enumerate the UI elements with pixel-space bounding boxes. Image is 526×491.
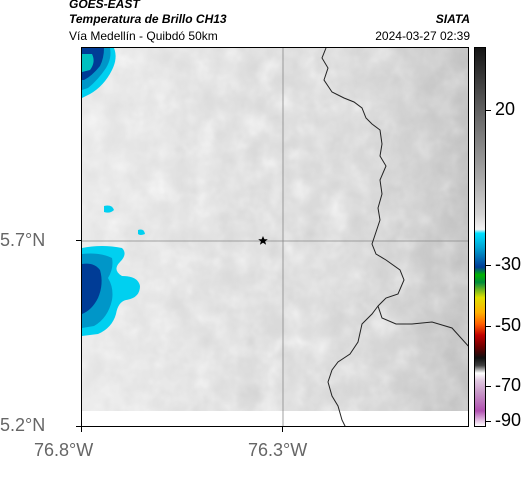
temperature-colorbar bbox=[474, 47, 486, 427]
y-tick-mark-5-7 bbox=[76, 240, 81, 241]
agency-label: SIATA bbox=[435, 12, 470, 26]
colorbar-tick-mark-neg70 bbox=[486, 386, 491, 387]
colorbar-tick-mark-neg30 bbox=[486, 265, 491, 266]
x-tick-mark-76-8 bbox=[81, 427, 82, 432]
cold-cloud-top-west bbox=[82, 205, 145, 336]
product-title: Temperatura de Brillo CH13 bbox=[69, 12, 227, 26]
y-tick-label-5-7: 5.7°N bbox=[0, 230, 46, 250]
satellite-title: GOES-EAST bbox=[69, 0, 140, 11]
colorbar-label-neg70: -70 bbox=[495, 375, 522, 395]
colorbar-label-neg50: -50 bbox=[495, 315, 522, 335]
y-tick-label-5-2: 5.2°N bbox=[0, 415, 46, 435]
boundary-line bbox=[321, 48, 468, 426]
x-tick-label-76-8: 76.8°W bbox=[34, 440, 94, 460]
brightness-temperature-field bbox=[82, 48, 468, 426]
x-tick-mark-76-3 bbox=[282, 427, 283, 432]
colorbar-tick-mark-neg50 bbox=[486, 326, 491, 327]
colorbar-label-neg90: -90 bbox=[495, 410, 522, 430]
colorbar-tick-mark-20 bbox=[486, 110, 491, 111]
colorbar-tick-mark-neg90 bbox=[486, 421, 491, 422]
route-label: Vía Medellín - Quibdó 50km bbox=[69, 29, 218, 43]
no-data-strip bbox=[82, 411, 468, 426]
satellite-map[interactable] bbox=[81, 47, 469, 427]
colorbar-label-20: 20 bbox=[495, 99, 516, 119]
timestamp-label: 2024-03-27 02:39 bbox=[375, 29, 470, 43]
colorbar-label-neg30: -30 bbox=[495, 254, 522, 274]
star-icon bbox=[258, 236, 268, 245]
x-tick-label-76-3: 76.3°W bbox=[248, 440, 308, 460]
cold-cloud-top-north bbox=[82, 48, 116, 98]
y-tick-mark-5-2 bbox=[76, 426, 81, 427]
